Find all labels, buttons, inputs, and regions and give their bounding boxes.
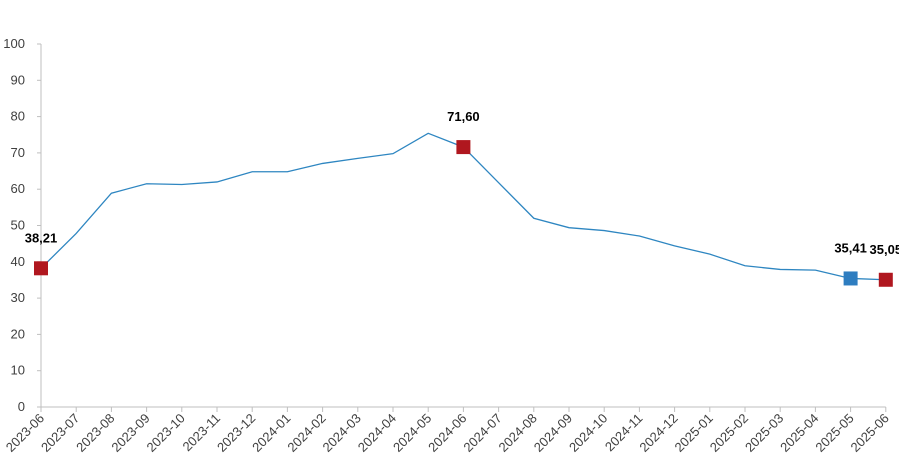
y-tick-label: 70 bbox=[11, 145, 25, 160]
x-tick-label: 2025-04 bbox=[777, 411, 821, 455]
y-axis: 0 10 20 30 40 50 60 70 80 90 100 bbox=[3, 36, 42, 414]
data-label: 71,60 bbox=[447, 109, 480, 124]
x-tick-label: 2024-02 bbox=[284, 411, 328, 455]
series-layer bbox=[40, 132, 886, 281]
y-tick-label: 100 bbox=[3, 36, 25, 51]
data-labels-layer: 38,21 71,60 35,41 35,05 bbox=[25, 109, 899, 257]
x-tick-label: 2025-03 bbox=[742, 411, 786, 455]
markers-layer bbox=[34, 140, 893, 287]
x-tick-label: 2023-07 bbox=[38, 411, 82, 455]
y-tick-label: 60 bbox=[11, 181, 25, 196]
x-tick-label: 2025-02 bbox=[707, 411, 751, 455]
highlight-marker bbox=[878, 272, 893, 287]
x-tick-label: 2024-07 bbox=[460, 411, 504, 455]
x-tick-label: 2024-10 bbox=[566, 411, 610, 455]
y-tick-label: 90 bbox=[11, 72, 25, 87]
x-tick-label: 2023-06 bbox=[3, 411, 47, 455]
data-label: 35,05 bbox=[870, 242, 899, 257]
x-tick-label: 2024-08 bbox=[496, 411, 540, 455]
y-tick-label: 0 bbox=[18, 399, 25, 414]
y-tick-label: 20 bbox=[11, 326, 25, 341]
highlight-marker bbox=[456, 140, 471, 155]
x-tick-label: 2024-05 bbox=[390, 411, 434, 455]
highlight-marker bbox=[34, 261, 48, 276]
x-tick-label: 2025-06 bbox=[848, 411, 892, 455]
y-tick-label: 10 bbox=[11, 363, 25, 378]
x-tick-label: 2023-09 bbox=[108, 411, 152, 455]
x-tick-label: 2025-05 bbox=[812, 411, 856, 455]
x-tick-label: 2024-09 bbox=[531, 411, 575, 455]
y-tick-label: 50 bbox=[11, 218, 25, 233]
x-tick-label: 2024-12 bbox=[636, 411, 680, 455]
x-tick-label: 2024-04 bbox=[355, 411, 399, 455]
x-tick-label: 2023-10 bbox=[144, 411, 188, 455]
highlight-marker bbox=[843, 271, 858, 286]
x-tick-label: 2024-03 bbox=[320, 411, 364, 455]
y-tick-label: 30 bbox=[11, 290, 25, 305]
x-tick-label: 2024-01 bbox=[249, 411, 293, 455]
series-line bbox=[40, 132, 886, 281]
data-label: 38,21 bbox=[25, 230, 58, 245]
y-tick-label: 80 bbox=[11, 109, 25, 124]
data-label: 35,41 bbox=[834, 240, 867, 255]
x-tick-label: 2023-12 bbox=[214, 411, 258, 455]
x-tick-label: 2025-01 bbox=[672, 411, 716, 455]
x-tick-label: 2023-08 bbox=[73, 411, 117, 455]
y-tick-label: 40 bbox=[11, 254, 25, 269]
x-tick-label: 2024-06 bbox=[425, 411, 469, 455]
